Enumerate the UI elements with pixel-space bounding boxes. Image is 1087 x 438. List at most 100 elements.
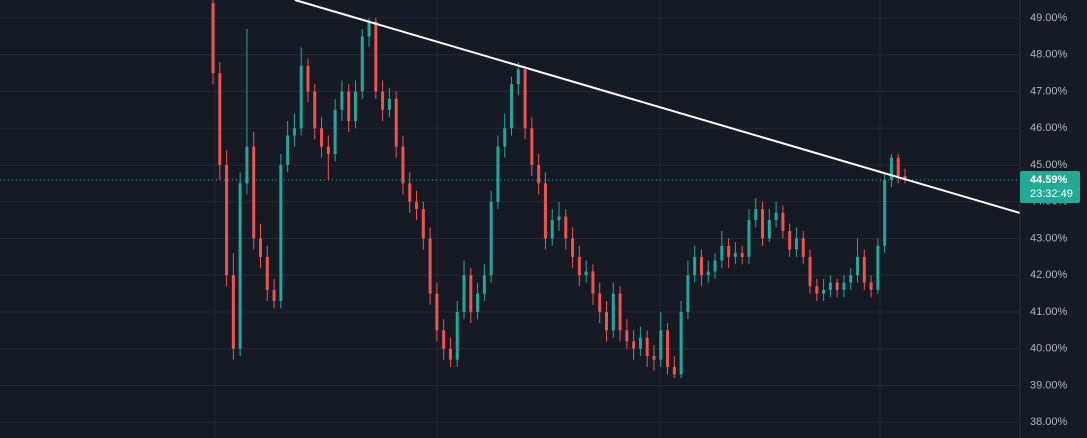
candle-body — [862, 256, 866, 283]
candle-body — [571, 238, 575, 257]
candle-body — [611, 293, 615, 331]
candle-body — [883, 179, 887, 246]
candle-body — [401, 146, 405, 184]
candle-body — [415, 201, 419, 210]
candle-body — [706, 271, 710, 276]
candle-body — [482, 275, 486, 294]
candle-body — [381, 91, 385, 110]
candle-body — [557, 216, 561, 221]
candle-body — [313, 91, 317, 129]
candle-body — [225, 164, 229, 276]
y-tick-label: 47.00% — [1030, 85, 1068, 97]
candle-body — [638, 337, 642, 349]
price-axis: 38.00%39.00%40.00%41.00%42.00%43.00%44.0… — [1020, 12, 1080, 428]
candle-body — [808, 256, 812, 287]
candle-body — [666, 330, 670, 368]
last-price-label: 44.59% — [1030, 174, 1068, 186]
y-tick-label: 41.00% — [1030, 306, 1068, 318]
candle-body — [448, 348, 452, 360]
candle-body — [903, 176, 907, 181]
candle-body — [822, 289, 826, 294]
candle-body — [442, 330, 446, 349]
candle-body — [231, 275, 235, 349]
candle-body — [421, 209, 425, 239]
candle-body — [469, 275, 473, 312]
candle-body — [801, 238, 805, 257]
candle-body — [265, 256, 269, 290]
candle-body — [679, 311, 683, 375]
candle-body — [774, 212, 778, 221]
candle-body — [252, 146, 256, 239]
candle-body — [604, 311, 608, 331]
candle-body — [353, 91, 357, 121]
candle-body — [625, 330, 629, 342]
candle-body — [516, 69, 520, 85]
candle-body — [543, 183, 547, 239]
candle-body — [659, 330, 663, 360]
candle-body — [564, 216, 568, 239]
candle-body — [699, 256, 703, 276]
y-tick-label: 42.00% — [1030, 269, 1068, 281]
candle-body — [496, 146, 500, 202]
candle-body — [828, 282, 832, 290]
candle-body — [815, 286, 819, 294]
candle-body — [462, 275, 466, 312]
candle-body — [292, 128, 296, 136]
candle-body — [340, 91, 344, 110]
candle-body — [306, 65, 310, 92]
y-tick-label: 39.00% — [1030, 379, 1068, 391]
candle-body — [713, 260, 717, 272]
candle-body — [374, 21, 378, 92]
candle-body — [849, 275, 853, 283]
candle-body — [347, 91, 351, 121]
candle-body — [258, 238, 262, 257]
candle-body — [856, 256, 860, 276]
candle-body — [693, 256, 697, 276]
candle-body — [754, 209, 758, 221]
candle-body — [740, 253, 744, 257]
candle-body — [245, 146, 249, 184]
candle-body — [788, 231, 792, 250]
candle-body — [510, 84, 514, 129]
countdown-label: 23:32:49 — [1030, 188, 1073, 200]
candle-body — [286, 135, 290, 165]
candle-body — [455, 311, 459, 360]
candle-body — [869, 282, 873, 290]
candle-body — [503, 128, 507, 147]
y-tick-label: 38.00% — [1030, 416, 1068, 428]
candle-body — [842, 282, 846, 290]
candle-body — [489, 201, 493, 276]
candle-body — [550, 220, 554, 239]
candle-body — [733, 253, 737, 257]
candle-body — [299, 65, 303, 129]
candle-body — [652, 356, 656, 360]
candle-body — [394, 98, 398, 147]
candle-body — [618, 293, 622, 331]
candle-body — [320, 128, 324, 147]
vertical-grid — [214, 0, 881, 438]
candle-body — [584, 271, 588, 276]
candle-body — [645, 337, 649, 357]
candle-body — [767, 220, 771, 239]
y-tick-label: 40.00% — [1030, 343, 1068, 355]
candle-body — [218, 73, 222, 165]
candle-body — [530, 128, 534, 165]
candle-body — [686, 275, 690, 312]
y-tick-label: 45.00% — [1030, 159, 1068, 171]
candle-body — [876, 245, 880, 290]
y-tick-label: 49.00% — [1030, 12, 1068, 24]
candle-body — [367, 21, 371, 37]
plot — [0, 0, 1020, 423]
candle-body — [889, 157, 893, 180]
candle-body — [333, 109, 337, 154]
trendline — [294, 0, 1021, 214]
y-tick-label: 46.00% — [1030, 122, 1068, 134]
y-tick-label: 43.00% — [1030, 232, 1068, 244]
candle-body — [360, 36, 364, 92]
last-price-box — [1020, 171, 1080, 204]
candle-body — [835, 282, 839, 290]
candle-body — [326, 146, 330, 154]
candle-body — [387, 98, 391, 110]
